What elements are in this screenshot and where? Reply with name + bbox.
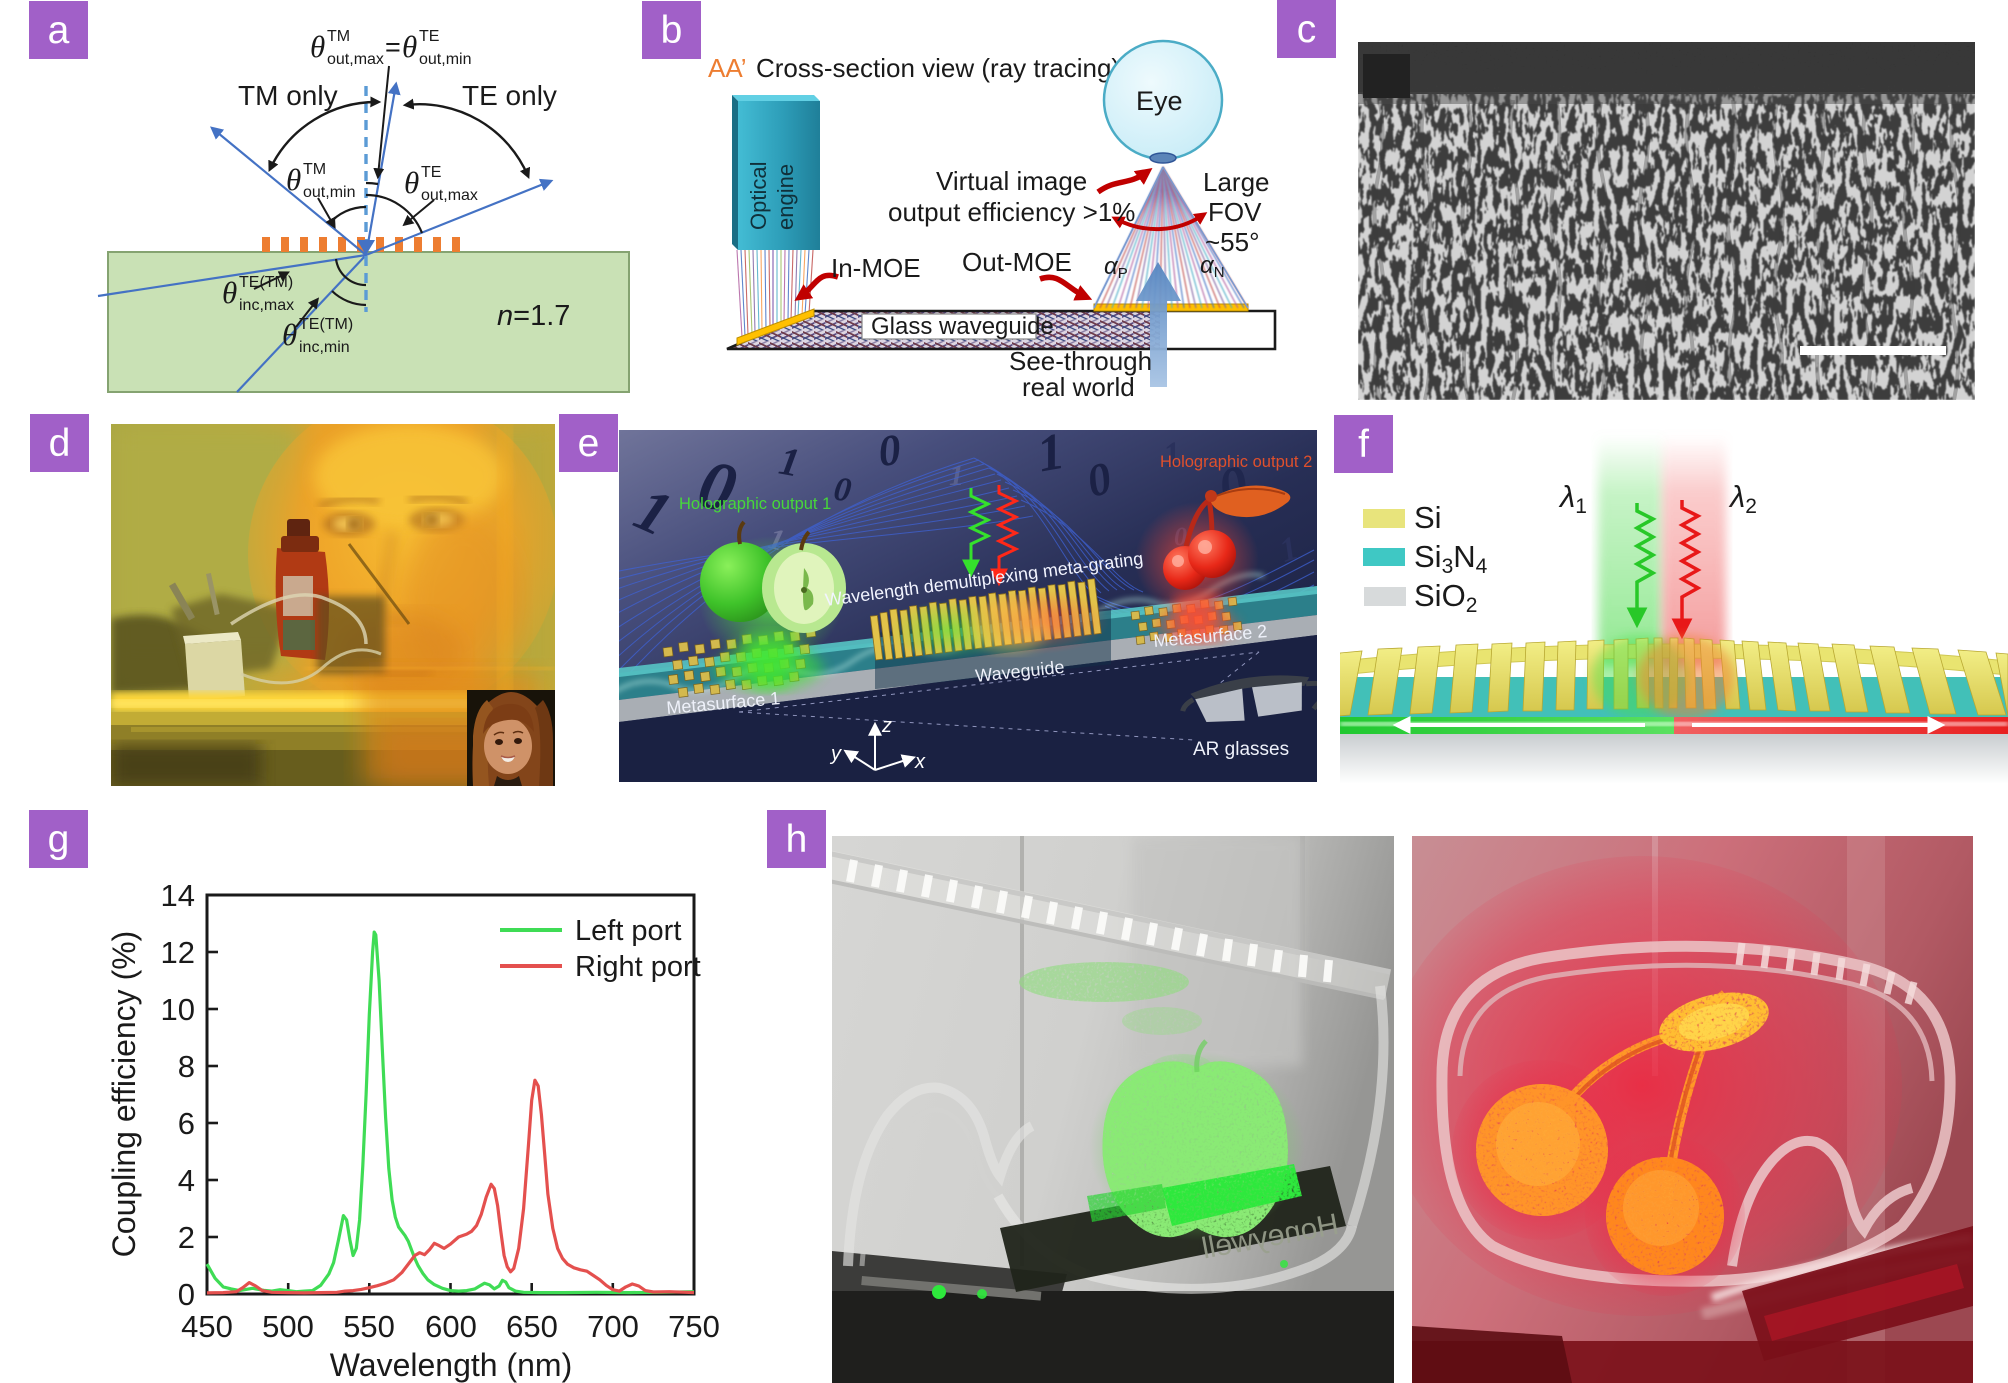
svg-text:Optical: Optical (746, 162, 771, 230)
svg-text:x: x (914, 751, 926, 773)
svg-text:SiO2: SiO2 (1414, 578, 1477, 617)
svg-text:out,min: out,min (419, 51, 471, 68)
svg-text:Out-MOE: Out-MOE (962, 247, 1072, 277)
svg-text:Holographic output 1: Holographic output 1 (679, 495, 831, 513)
svg-text:TM: TM (303, 161, 326, 178)
svg-text:Glass waveguide: Glass waveguide (871, 313, 1054, 340)
svg-text:450: 450 (181, 1309, 233, 1344)
svg-text:θ: θ (282, 317, 297, 352)
svg-text:Si: Si (1414, 500, 1442, 535)
svg-text:Virtual image: Virtual image (936, 166, 1087, 196)
svg-text:λ1: λ1 (1558, 479, 1587, 518)
svg-text:n=1.7: n=1.7 (497, 300, 570, 332)
svg-text:0: 0 (178, 1277, 195, 1312)
svg-text:TE: TE (419, 28, 439, 45)
svg-text:See-through: See-through (1009, 346, 1152, 376)
svg-text:y: y (829, 743, 842, 765)
svg-text:Large: Large (1203, 167, 1270, 197)
svg-text:real world: real world (1022, 372, 1135, 402)
svg-text:0: 0 (876, 430, 903, 476)
svg-text:14: 14 (161, 878, 195, 913)
svg-text:500: 500 (262, 1309, 314, 1344)
svg-text:θ: θ (286, 162, 301, 197)
svg-text:Wavelength (nm): Wavelength (nm) (330, 1347, 572, 1383)
svg-text:TE only: TE only (462, 80, 557, 111)
svg-text:out,max: out,max (327, 51, 384, 68)
svg-text:out,min: out,min (303, 184, 355, 201)
svg-text:4: 4 (178, 1163, 195, 1198)
svg-text:z: z (881, 715, 892, 737)
svg-text:Si3N4: Si3N4 (1414, 539, 1488, 578)
svg-text:θ: θ (404, 165, 419, 200)
svg-text:700: 700 (587, 1309, 639, 1344)
svg-text:out,max: out,max (421, 187, 478, 204)
svg-text:αP: αP (1104, 253, 1128, 282)
svg-text:6: 6 (178, 1106, 195, 1141)
svg-text:8: 8 (178, 1049, 195, 1084)
svg-text:Holographic output 2: Holographic output 2 (1160, 453, 1312, 471)
svg-text:Coupling efficiency (%): Coupling efficiency (%) (106, 931, 142, 1258)
svg-text:Right port: Right port (575, 951, 701, 983)
svg-text:TE: TE (421, 164, 441, 181)
svg-text:output efficiency >1%: output efficiency >1% (888, 197, 1135, 227)
svg-text:FOV: FOV (1208, 197, 1262, 227)
svg-text:750: 750 (668, 1309, 720, 1344)
svg-text:θ: θ (310, 29, 325, 64)
svg-text:inc,max: inc,max (239, 297, 294, 314)
svg-text:TM: TM (327, 28, 350, 45)
svg-text:12: 12 (161, 935, 195, 970)
svg-text:10: 10 (161, 992, 195, 1027)
svg-text:Left port: Left port (575, 915, 681, 947)
svg-text:1: 1 (1161, 435, 1184, 474)
svg-text:TE(TM): TE(TM) (299, 316, 353, 333)
svg-text:TM only: TM only (238, 80, 338, 111)
svg-text:650: 650 (506, 1309, 558, 1344)
svg-text:θ: θ (402, 29, 417, 64)
svg-text:inc,min: inc,min (299, 339, 350, 356)
svg-text:AA’: AA’ (708, 53, 747, 83)
svg-text:θ: θ (222, 275, 237, 310)
svg-text:engine: engine (773, 164, 798, 230)
svg-text:αN: αN (1200, 252, 1225, 281)
svg-text:In-MOE: In-MOE (831, 253, 921, 283)
svg-text:=: = (385, 32, 401, 62)
svg-text:600: 600 (425, 1309, 477, 1344)
svg-text:Eye: Eye (1136, 86, 1183, 116)
svg-text:λ2: λ2 (1728, 479, 1757, 518)
svg-text:0: 0 (832, 470, 854, 509)
svg-text:2: 2 (178, 1220, 195, 1255)
svg-text:Cross-section view (ray tracin: Cross-section view (ray tracing) (756, 53, 1120, 83)
svg-text:TE(TM): TE(TM) (239, 274, 293, 291)
svg-text:~55°: ~55° (1205, 227, 1260, 257)
svg-text:AR glasses: AR glasses (1193, 739, 1289, 760)
svg-text:550: 550 (343, 1309, 395, 1344)
